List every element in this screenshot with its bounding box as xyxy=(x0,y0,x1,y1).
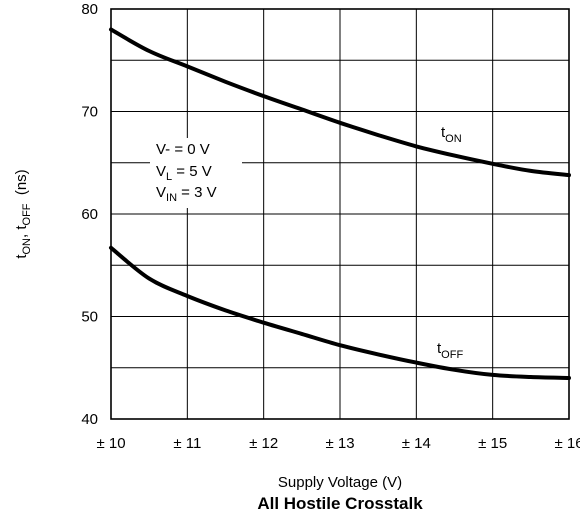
x-tick-label: ± 15 xyxy=(478,435,507,452)
x-tick-label: ± 10 xyxy=(96,435,125,452)
series-line-t-on xyxy=(109,27,571,178)
x-tick-label: ± 13 xyxy=(325,435,354,452)
y-tick-label: 80 xyxy=(81,1,98,18)
y-tick-label: 60 xyxy=(81,206,98,223)
series-label-ton: tON xyxy=(441,124,462,145)
series-label-toff: tOFF xyxy=(437,340,463,361)
series-group xyxy=(109,27,571,380)
x-tick-labels: ± 10 ± 11 ± 12 ± 13 ± 14 ± 15 ± 16 xyxy=(96,435,580,452)
y-tick-labels: 40 50 60 70 80 xyxy=(81,1,98,428)
chart-title: All Hostile Crosstalk xyxy=(257,494,423,513)
plot-frame xyxy=(110,8,570,420)
series-line-t-off xyxy=(109,245,571,380)
y-tick-label: 70 xyxy=(81,104,98,121)
y-axis-label: tON, tOFF (ns) xyxy=(13,169,33,258)
condition-vin: VIN = 3 V xyxy=(156,184,217,204)
x-tick-label: ± 16 xyxy=(554,435,580,452)
conditions-background xyxy=(150,138,242,208)
grid xyxy=(111,9,569,419)
y-tick-label: 50 xyxy=(81,309,98,326)
x-tick-label: ± 11 xyxy=(173,435,201,452)
x-tick-label: ± 12 xyxy=(249,435,278,452)
x-axis-label: Supply Voltage (V) xyxy=(278,474,402,491)
condition-vminus: V- = 0 V xyxy=(156,141,210,158)
x-tick-label: ± 14 xyxy=(402,435,431,452)
condition-vl: VL = 5 V xyxy=(156,163,212,183)
y-tick-label: 40 xyxy=(81,411,98,428)
